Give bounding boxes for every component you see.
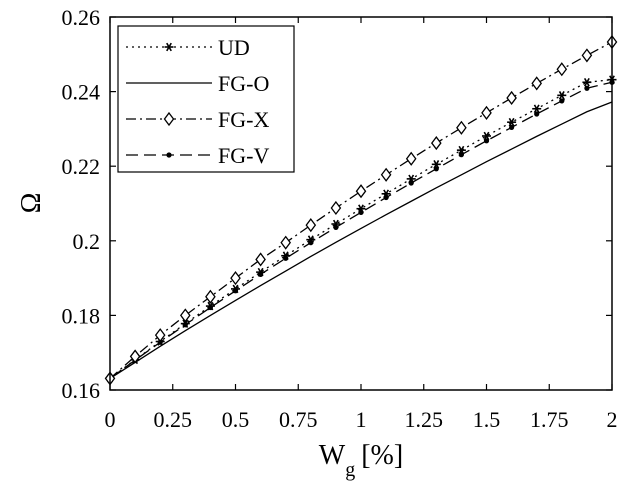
data-point-ud-stroke xyxy=(383,189,390,199)
data-point-ud xyxy=(532,104,542,114)
data-point-fg-v xyxy=(559,98,565,104)
series-line-fg-v xyxy=(109,81,613,379)
data-point-ud xyxy=(205,301,215,311)
data-point-ud-stroke xyxy=(583,77,590,87)
x-axis-label-subscript: g xyxy=(345,459,355,481)
data-point-fg-v xyxy=(584,85,590,91)
x-tick-label: 0.5 xyxy=(222,407,250,432)
series-line-fg-o xyxy=(109,101,613,379)
y-tick-label: 0.22 xyxy=(62,154,101,179)
data-point-fg-x xyxy=(230,271,241,286)
legend-marker-fg-v xyxy=(166,152,172,158)
data-point-ud-stroke xyxy=(508,117,515,127)
y-axis-label: Ω xyxy=(16,193,47,214)
data-point-fg-x xyxy=(380,167,392,182)
data-point-ud xyxy=(381,189,391,199)
data-point-ud-stroke xyxy=(558,91,565,100)
y-tick-label: 0.18 xyxy=(62,303,101,328)
x-axis-label: Wg [%] xyxy=(319,440,403,481)
legend-marker-ud-stroke xyxy=(166,42,172,52)
data-point-ud xyxy=(482,131,491,141)
data-point-ud xyxy=(306,235,316,244)
x-tick-label: 0.75 xyxy=(279,407,318,432)
data-point-fg-x xyxy=(405,151,417,166)
data-point-ud-stroke xyxy=(458,145,465,155)
data-point-ud xyxy=(456,145,466,155)
legend-box xyxy=(117,25,295,173)
legend-label-fg-x: FG-X xyxy=(218,107,269,132)
x-tick-label: 1 xyxy=(356,407,367,432)
data-point-ud xyxy=(180,319,190,328)
data-point-fg-v xyxy=(534,111,540,117)
data-point-ud xyxy=(256,267,266,277)
y-tick-label: 0.24 xyxy=(62,80,101,105)
data-point-fg-x xyxy=(129,349,141,364)
legend-label-ud: UD xyxy=(218,35,250,60)
x-tick-label: 0 xyxy=(105,407,116,432)
data-point-ud-stroke xyxy=(533,104,540,114)
data-point-fg-x xyxy=(330,200,342,216)
data-point-ud xyxy=(507,117,517,127)
x-axis-label-unit: [%] xyxy=(361,440,403,471)
data-point-fg-x xyxy=(205,289,216,304)
x-tick-label: 1.75 xyxy=(530,407,569,432)
data-point-fg-x xyxy=(179,308,191,323)
data-point-ud xyxy=(557,91,567,100)
data-point-fg-x xyxy=(355,184,367,199)
data-point-fg-x xyxy=(581,48,593,63)
legend: UD FG-O FG-X FG-V xyxy=(117,25,295,173)
data-point-ud-stroke xyxy=(207,301,214,311)
data-point-fg-x xyxy=(481,105,492,120)
data-point-ud-stroke xyxy=(408,174,415,184)
series-line-fg-x xyxy=(109,41,613,379)
x-tick-label: 2 xyxy=(607,407,618,432)
data-point-ud-stroke xyxy=(483,131,490,141)
plot-area xyxy=(104,34,618,386)
data-point-fg-x xyxy=(154,328,166,343)
x-axis-label-main: W xyxy=(319,440,346,471)
data-point-ud xyxy=(331,219,341,229)
data-point-ud-stroke xyxy=(307,235,314,244)
data-point-ud xyxy=(582,77,592,87)
x-tick-label: 1.25 xyxy=(405,407,444,432)
data-point-ud-stroke xyxy=(358,204,364,214)
data-point-fg-x xyxy=(531,76,543,91)
data-point-ud-stroke xyxy=(282,251,289,261)
axis-ticks: 0 0.25 0.5 0.75 1 1.25 1.5 1.75 2 0.16 0.18 0.2 0.22… xyxy=(62,5,618,432)
data-point-ud xyxy=(281,251,291,261)
data-point-ud-stroke xyxy=(433,160,440,169)
data-point-fg-x xyxy=(280,235,292,250)
y-tick-label: 0.26 xyxy=(62,5,101,30)
data-point-fg-x xyxy=(430,135,442,151)
x-tick-label: 0.25 xyxy=(154,407,193,432)
y-tick-label: 0.16 xyxy=(62,378,101,403)
data-point-ud xyxy=(231,284,240,294)
data-point-ud-stroke xyxy=(332,219,339,229)
data-point-ud xyxy=(406,174,416,184)
legend-marker-fg-x xyxy=(163,111,175,127)
y-tick-label: 0.2 xyxy=(73,229,101,254)
legend-marker-ud xyxy=(164,42,174,52)
legend-label-fg-o: FG-O xyxy=(218,71,269,96)
data-point-fg-x xyxy=(456,120,467,135)
data-point-ud-stroke xyxy=(182,319,189,328)
x-tick-label: 1.5 xyxy=(473,407,501,432)
data-point-fg-x xyxy=(556,62,568,77)
data-point-fg-x xyxy=(305,218,317,233)
data-point-ud xyxy=(356,204,366,214)
data-point-fg-x xyxy=(255,252,266,267)
data-point-fg-v xyxy=(509,124,515,131)
data-point-ud-stroke xyxy=(257,267,264,277)
legend-label-fg-v: FG-V xyxy=(218,143,269,168)
data-point-fg-x xyxy=(506,90,517,106)
data-point-ud-stroke xyxy=(232,284,239,294)
data-point-ud xyxy=(431,160,441,169)
series-line-ud xyxy=(109,79,613,379)
